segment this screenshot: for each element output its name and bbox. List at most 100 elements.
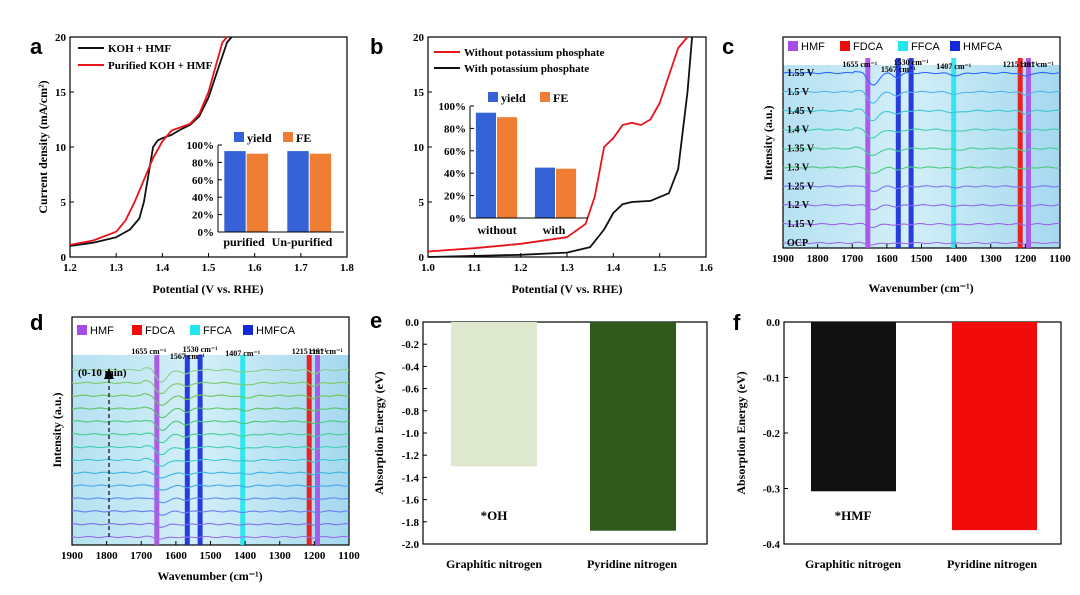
panel-d-spectrum-1 bbox=[71, 522, 350, 528]
legend-koh-hmf: KOH + HMF bbox=[108, 43, 171, 55]
panel-d-band-1191 bbox=[315, 355, 320, 545]
panel-e-cat-pyridine: Pyridine nitrogen bbox=[587, 557, 677, 571]
panel-d-peak-label: 1191 cm⁻¹ bbox=[308, 347, 343, 356]
panel-f: f -0.4 -0.3 -0.2 -0.1 0.0 Absorption Energy … bbox=[733, 310, 1062, 571]
panel-c-legend-swatch bbox=[840, 41, 850, 51]
inset-b-y-tick-label: 60% bbox=[444, 146, 466, 158]
panel-d-band-1567 bbox=[184, 355, 190, 545]
inset-b-cat-with: with bbox=[543, 223, 566, 237]
panel-d-legend-swatch bbox=[243, 325, 253, 335]
panel-d-peak-label: 1530 cm⁻¹ bbox=[183, 345, 218, 354]
inset-b-y-tick-label: 80% bbox=[444, 123, 466, 135]
panel-c-spectrum-8 bbox=[782, 89, 1061, 104]
panel-c-legend: HMF FDCA FFCA HMFCA bbox=[788, 41, 1003, 53]
panel-b-series-1 bbox=[427, 36, 693, 258]
inset-b-y-ticks: 0% 20% 40% 60% 80% 100% bbox=[439, 101, 474, 225]
panel-d-x-tick-label: 1900 bbox=[61, 550, 84, 562]
panel-b-series bbox=[427, 36, 693, 258]
panel-d-spectrum-5 bbox=[71, 470, 350, 479]
panel-b-y-tick-label: 0 bbox=[419, 252, 425, 264]
panel-d-spectrum-7 bbox=[71, 445, 350, 456]
panel-c-spectrum-4 bbox=[782, 165, 1061, 174]
panel-c-band-1215 bbox=[1017, 58, 1023, 248]
panel-b-x-tick-label: 1.4 bbox=[606, 262, 620, 274]
panel-c-spectrum-9 bbox=[782, 70, 1061, 86]
time-arrow-head bbox=[104, 368, 114, 379]
panel-e-y-tick-label: -2.0 bbox=[402, 539, 420, 551]
panel-b-series-0 bbox=[427, 36, 689, 253]
panel-d-band-1655 bbox=[154, 355, 160, 545]
panel-a-series-0 bbox=[69, 36, 233, 247]
panel-c-spectra bbox=[782, 70, 1061, 246]
panel-e-bar-0 bbox=[451, 322, 537, 467]
panel-a-x-ticks: 1.2 1.3 1.4 1.5 1.6 1.7 1.8 bbox=[63, 253, 354, 274]
voltage-label: 1.15 V bbox=[787, 219, 815, 230]
panel-d-xlabel: Wavenumber (cm⁻¹) bbox=[157, 569, 262, 583]
panel-e-label: e bbox=[370, 308, 382, 333]
inset-a-bar-yield-0 bbox=[224, 151, 246, 232]
panel-f-y-tick-label: -0.1 bbox=[763, 373, 780, 385]
panel-e-y-tick-label: -0.4 bbox=[402, 361, 420, 373]
panel-d-legend-label: HMF bbox=[90, 325, 114, 337]
panel-d-spectrum-10 bbox=[71, 406, 350, 419]
panel-d-spectrum-4 bbox=[71, 484, 350, 491]
panel-c-peak-label: 1567 cm⁻¹ bbox=[881, 65, 916, 74]
inset-a-y-tick-label: 0% bbox=[198, 227, 215, 239]
panel-b-x-tick-label: 1.2 bbox=[514, 262, 528, 274]
legend-purified-koh-hmf: Purified KOH + HMF bbox=[108, 60, 213, 72]
panel-b: b 1.0 1.1 1.2 1.3 1.4 1.5 1.6 0 5 10 15 20 Potenti… bbox=[370, 32, 713, 296]
panel-e-y-tick-label: -1.2 bbox=[402, 450, 420, 462]
inset-cat-purified: purified bbox=[223, 235, 265, 249]
panel-c-x-tick-label: 1100 bbox=[1049, 253, 1071, 265]
panel-c-spectrum-7 bbox=[782, 108, 1061, 122]
panel-c-x-ticks: 1900 1800 1700 1600 1500 1400 1300 1200 1100 bbox=[772, 244, 1071, 265]
panel-e-y-ticks: -2.0 -1.8 -1.6 -1.4 -1.2 -1.0 -0.8 -0.6 -0.4 -0.2… bbox=[402, 317, 427, 551]
panel-d-x-tick-label: 1500 bbox=[200, 550, 223, 562]
panel-e-y-tick-label: -0.2 bbox=[402, 339, 420, 351]
panel-c-background bbox=[783, 65, 1060, 248]
panel-d-spectrum-2 bbox=[71, 510, 350, 516]
inset-b-bar-yield-1 bbox=[534, 167, 555, 218]
inset-legend-yield: yield bbox=[247, 131, 272, 145]
panel-b-x-ticks: 1.0 1.1 1.2 1.3 1.4 1.5 1.6 bbox=[421, 253, 713, 274]
voltage-label: OCP bbox=[787, 238, 808, 249]
panel-a-x-tick-label: 1.2 bbox=[63, 262, 77, 274]
panel-d-background bbox=[72, 355, 349, 545]
panel-c-ylabel: Intensity (a.u.) bbox=[761, 105, 775, 180]
voltage-label: 1.3 V bbox=[787, 162, 810, 173]
panel-d-spectrum-0 bbox=[71, 535, 350, 540]
voltage-label: 1.55 V bbox=[787, 68, 815, 79]
panel-d-legend-label: FFCA bbox=[203, 325, 232, 337]
panel-f-ylabel: Absorption Energy (eV) bbox=[734, 371, 748, 494]
panel-c-peak-label: 1407 cm⁻¹ bbox=[936, 62, 971, 71]
panel-b-x-tick-label: 1.1 bbox=[467, 262, 481, 274]
inset-a-y-tick-label: 80% bbox=[192, 157, 214, 169]
inset-a-y-tick-label: 40% bbox=[192, 192, 214, 204]
panel-c-x-tick-label: 1600 bbox=[876, 253, 899, 265]
panel-d-ylabel: Intensity (a.u.) bbox=[50, 392, 64, 467]
panel-d-x-tick-label: 1600 bbox=[165, 550, 188, 562]
inset-b-legend-yield-swatch bbox=[488, 92, 498, 102]
panel-c: c 1.55 V 1.5 V 1.45 V 1.4 V 1.35 V 1.3 V 1.25 … bbox=[722, 34, 1071, 295]
inset-a-y-tick-label: 100% bbox=[187, 140, 215, 152]
inset-legend-yield-swatch bbox=[234, 132, 244, 142]
panel-a-x-tick-label: 1.4 bbox=[155, 262, 169, 274]
panel-a-series-1 bbox=[69, 36, 228, 246]
panel-d-spectrum-12 bbox=[71, 379, 350, 395]
inset-b-cat-without: without bbox=[477, 223, 516, 237]
inset-b-legend-yield: yield bbox=[501, 91, 526, 105]
panel-d-legend-label: HMFCA bbox=[256, 325, 296, 337]
panel-b-x-tick-label: 1.6 bbox=[699, 262, 713, 274]
panel-c-band-1407 bbox=[951, 58, 957, 248]
panel-f-label: f bbox=[733, 310, 741, 335]
panel-a-y-tick-label: 20 bbox=[55, 32, 67, 44]
panel-a-series bbox=[69, 36, 233, 247]
panel-e-y-tick-label: -1.8 bbox=[402, 517, 420, 529]
panel-c-x-tick-label: 1900 bbox=[772, 253, 795, 265]
panel-c-band-1530 bbox=[908, 58, 914, 248]
panel-c-legend-swatch bbox=[898, 41, 908, 51]
panel-c-peak-label: 1530 cm⁻¹ bbox=[894, 58, 929, 67]
inset-b-bar-fe-1 bbox=[556, 168, 577, 218]
